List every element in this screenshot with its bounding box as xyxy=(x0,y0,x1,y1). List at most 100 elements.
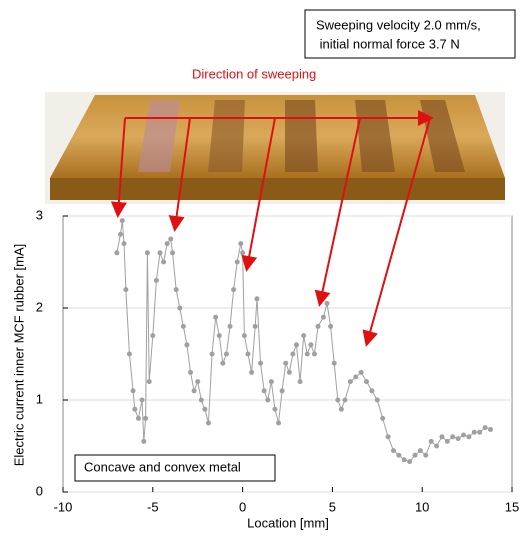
data-point xyxy=(240,250,246,256)
x-tick-label: -5 xyxy=(147,499,159,514)
data-point xyxy=(461,432,467,438)
data-point xyxy=(477,429,483,435)
data-point xyxy=(209,351,215,357)
data-point xyxy=(198,397,204,403)
data-point xyxy=(471,429,477,435)
data-point xyxy=(374,397,380,403)
data-point xyxy=(223,351,229,357)
data-point xyxy=(380,415,386,421)
data-point xyxy=(434,443,440,449)
data-point xyxy=(170,250,176,256)
data-point xyxy=(417,448,423,454)
data-point xyxy=(216,333,222,339)
data-point xyxy=(173,287,179,293)
x-tick-label: 15 xyxy=(505,499,519,514)
data-point xyxy=(205,420,211,426)
data-point xyxy=(220,360,226,366)
data-point xyxy=(258,360,264,366)
data-point xyxy=(347,379,353,385)
data-point xyxy=(245,351,251,357)
data-point xyxy=(301,333,307,339)
data-point xyxy=(164,241,170,247)
data-point xyxy=(188,369,194,375)
data-point xyxy=(455,436,461,442)
data-point xyxy=(297,379,303,385)
data-point xyxy=(150,333,156,339)
data-point xyxy=(364,379,370,385)
data-point xyxy=(132,406,138,412)
data-point xyxy=(168,236,174,242)
annotation: Direction of sweeping xyxy=(192,66,316,81)
data-point xyxy=(238,241,244,247)
data-point xyxy=(130,388,136,394)
data-point xyxy=(308,342,314,348)
x-tick-label: 10 xyxy=(415,499,429,514)
data-point xyxy=(428,438,434,444)
data-point xyxy=(272,406,278,412)
data-point xyxy=(276,420,282,426)
photo xyxy=(45,92,505,204)
data-point xyxy=(146,379,152,385)
data-point xyxy=(331,360,337,366)
data-point xyxy=(342,397,348,403)
data-point xyxy=(119,218,125,224)
data-point xyxy=(117,231,123,237)
data-point xyxy=(114,250,120,256)
data-point xyxy=(444,438,450,444)
data-point xyxy=(466,434,472,440)
data-point xyxy=(249,369,255,375)
data-point xyxy=(121,241,127,247)
data-point xyxy=(369,388,375,394)
pointer-arrow xyxy=(168,117,191,232)
data-point xyxy=(265,397,271,403)
data-point xyxy=(450,434,456,440)
data-point xyxy=(254,296,260,302)
data-point xyxy=(324,300,330,306)
data-point xyxy=(315,323,321,329)
data-point xyxy=(423,452,429,458)
x-tick-label: 5 xyxy=(329,499,336,514)
data-point xyxy=(290,351,296,357)
data-point xyxy=(304,351,310,357)
data-point xyxy=(390,448,396,454)
y-tick-label: 3 xyxy=(36,207,43,222)
y-tick-label: 0 xyxy=(36,483,43,498)
data-point xyxy=(487,426,493,432)
data-point xyxy=(335,397,341,403)
data-point xyxy=(234,259,240,265)
data-point xyxy=(439,434,445,440)
y-tick-label: 2 xyxy=(36,299,43,314)
data-point xyxy=(177,305,183,311)
data-point xyxy=(195,379,201,385)
data-point xyxy=(261,388,267,394)
data-point xyxy=(126,351,132,357)
data-point xyxy=(407,459,413,465)
pointer-arrow xyxy=(110,117,127,218)
data-point xyxy=(153,277,159,283)
data-point xyxy=(184,342,190,348)
data-point xyxy=(482,425,488,431)
data-point xyxy=(328,323,334,329)
data-point xyxy=(338,406,344,412)
data-point xyxy=(161,259,167,265)
data-point xyxy=(202,406,208,412)
data-point xyxy=(385,434,391,440)
annotation: Sweeping velocity 2.0 mm/s, xyxy=(316,17,481,32)
legend-box xyxy=(74,454,276,482)
annotation-box xyxy=(304,9,516,59)
pointer-arrow xyxy=(241,117,276,272)
data-point xyxy=(227,323,233,329)
data-point xyxy=(401,457,407,463)
annotation: initial normal force 3.7 N xyxy=(316,36,460,51)
x-tick-label: -10 xyxy=(54,499,73,514)
data-point xyxy=(412,452,418,458)
pointer-arrow xyxy=(314,117,361,307)
y-axis-label: Electric current inner MCF rubber [mA] xyxy=(11,244,26,467)
data-point xyxy=(358,369,364,375)
data-point xyxy=(157,250,163,256)
data-point xyxy=(396,452,402,458)
data-point xyxy=(353,374,359,380)
data-point xyxy=(279,388,285,394)
data-point xyxy=(231,287,237,293)
